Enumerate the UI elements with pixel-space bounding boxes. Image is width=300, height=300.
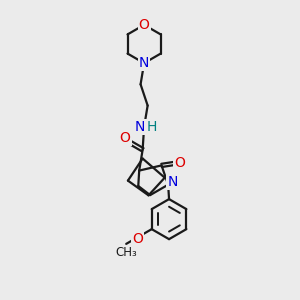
Text: O: O bbox=[119, 131, 130, 145]
Text: O: O bbox=[139, 18, 149, 32]
Text: O: O bbox=[174, 156, 185, 170]
Text: N: N bbox=[167, 175, 178, 189]
Text: N: N bbox=[139, 56, 149, 70]
Text: H: H bbox=[146, 120, 157, 134]
Text: CH₃: CH₃ bbox=[115, 246, 137, 259]
Text: N: N bbox=[134, 120, 145, 134]
Text: O: O bbox=[132, 232, 143, 247]
